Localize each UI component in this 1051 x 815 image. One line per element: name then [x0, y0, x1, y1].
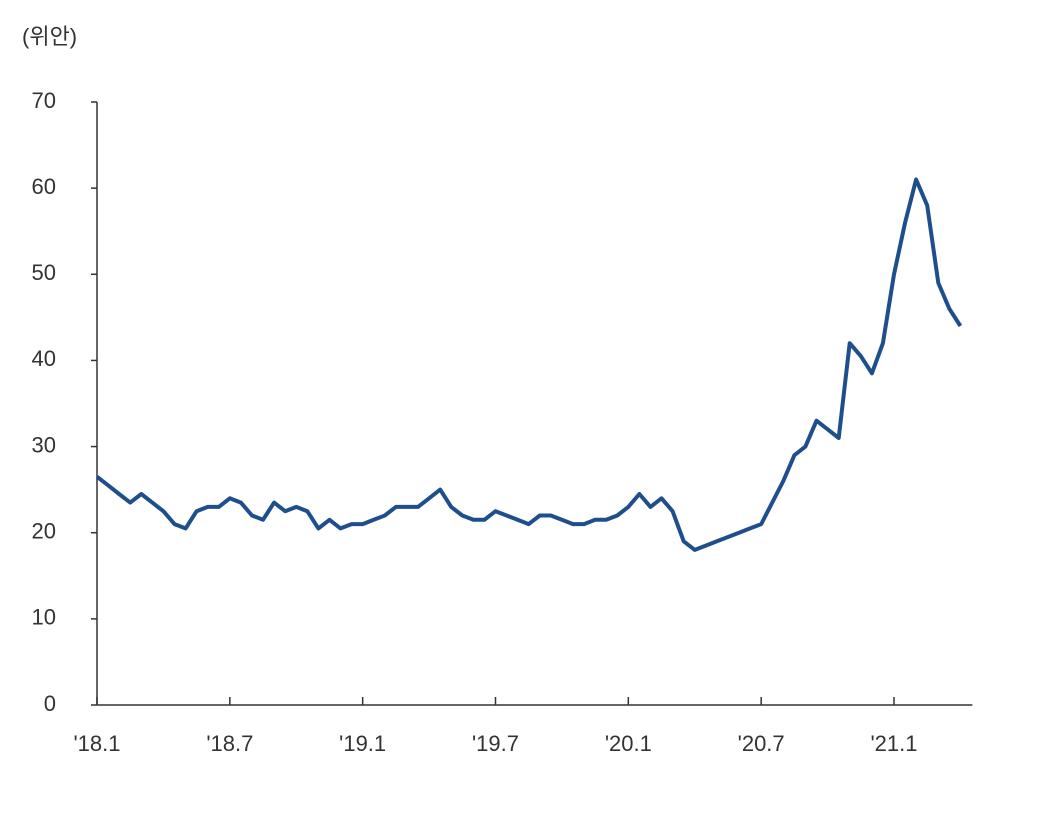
x-tick-label: '20.1: [605, 731, 652, 756]
x-tick-label: '19.1: [339, 731, 386, 756]
y-tick-label: 50: [32, 260, 56, 285]
y-axis-title: (위안): [22, 24, 77, 49]
x-tick-label: '20.7: [738, 731, 785, 756]
y-tick-label: 10: [32, 605, 56, 630]
y-tick-label: 60: [32, 174, 56, 199]
x-tick-label: '21.1: [870, 731, 917, 756]
y-tick-label: 20: [32, 519, 56, 544]
y-tick-label: 30: [32, 432, 56, 457]
x-tick-label: '19.7: [472, 731, 519, 756]
y-tick-label: 0: [44, 691, 56, 716]
x-tick-label: '18.1: [73, 731, 120, 756]
price-line: [95, 177, 963, 552]
y-tick-label: 40: [32, 346, 56, 371]
y-tick-label: 70: [32, 88, 56, 113]
x-tick-label: '18.7: [206, 731, 253, 756]
